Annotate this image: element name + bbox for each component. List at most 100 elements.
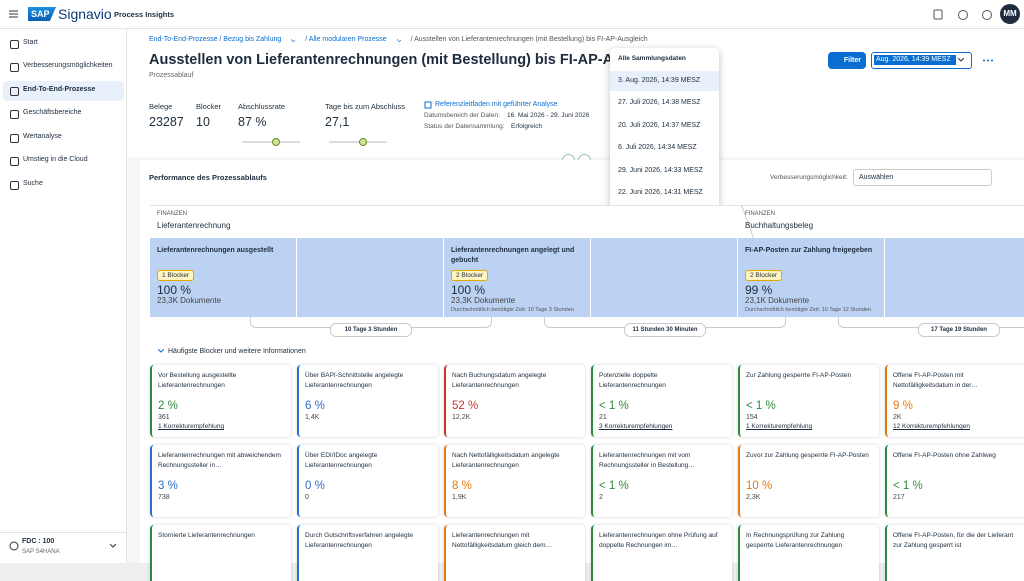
blocker-card[interactable] <box>591 445 732 517</box>
nav-item[interactable]: Umstieg in die Cloud <box>23 156 88 163</box>
card-title: Über BAPI-Schnittstelle angelegte Liefer… <box>305 372 404 389</box>
card-title: Offene FI-AP-Posten, für die der Liefera… <box>893 532 1014 549</box>
kpi-value: 87 % <box>238 115 267 129</box>
step-duration: Durchschnittlich benötigte Zeit: 10 Tage… <box>451 307 574 313</box>
card-link[interactable]: 1 Korrekturempfehlung <box>746 423 813 430</box>
dropdown-group: Alle Sammlungsdaten <box>618 55 686 62</box>
card-share: 0 % <box>305 480 325 492</box>
nav-item[interactable]: Geschäftsbereiche <box>23 109 82 116</box>
card-title: Offene FI-AP-Posten ohne Zahlweg <box>893 452 996 459</box>
step-divider <box>884 238 885 317</box>
kpi-slider-handle <box>359 138 367 146</box>
dropdown-selected-bg <box>610 71 719 91</box>
blocker-card[interactable] <box>444 525 585 581</box>
card-title: Zur Zahlung gesperrte FI-AP-Posten <box>746 372 852 379</box>
blockers-title[interactable]: Häufigste Blocker und weitere Informatio… <box>168 348 306 355</box>
blocker-badge[interactable]: 2 Blocker <box>451 270 489 281</box>
dropdown-item[interactable]: 22. Juni 2026, 14:31 MESZ <box>618 189 703 196</box>
blocker-card[interactable] <box>444 365 585 437</box>
kpi-label: Belege <box>149 102 173 111</box>
card-title: Nach Buchungsdatum angelegte Lieferanten… <box>452 372 547 389</box>
blocker-card[interactable] <box>885 445 1024 517</box>
card-share: 52 % <box>452 400 479 412</box>
nav-item[interactable]: End-To-End-Prozesse <box>23 86 96 93</box>
blocker-card[interactable] <box>591 525 732 581</box>
dropdown-item[interactable]: 20. Juli 2026, 14:37 MESZ <box>618 121 701 129</box>
breadcrumb-item: / Ausstellen von Lieferantenrechnungen (… <box>410 36 648 43</box>
breadcrumb-item[interactable]: End-To-End-Prozesse / Bezug bis Zahlung <box>149 36 282 43</box>
blocker-card[interactable] <box>297 365 438 437</box>
improvement-label: Verbesserungsmöglichkeit: <box>770 174 848 181</box>
footer-title: FDC : 100 <box>22 538 55 545</box>
header-icons[interactable] <box>933 8 1003 22</box>
blocker-card[interactable] <box>150 365 291 437</box>
step-duration: Durchschnittlich benötigte Zeit: 10 Tage… <box>745 307 871 313</box>
card-count: 361 <box>158 414 170 421</box>
dropdown-item[interactable]: 29. Juni 2026, 14:33 MESZ <box>618 166 703 174</box>
card-title: Lieferantenrechnungen mit Nettofälligkei… <box>452 532 553 549</box>
card-link[interactable]: 3 Korrekturempfehlungen <box>599 423 673 430</box>
top-bar <box>0 0 1024 29</box>
card-count: 154 <box>746 414 758 421</box>
kpi-slider <box>242 141 300 143</box>
card-share: 3 % <box>158 480 178 492</box>
breadcrumb-item[interactable]: / Alle modularen Prozesse <box>305 36 387 43</box>
blocker-card[interactable] <box>297 525 438 581</box>
card-count: 2,3K <box>746 494 761 501</box>
kpi-label: Tage bis zum Abschluss <box>325 102 406 111</box>
card-link[interactable]: 12 Korrekturempfehlungen <box>893 423 970 430</box>
blocker-badge[interactable]: 1 Blocker <box>157 270 195 281</box>
step-divider <box>737 238 738 317</box>
product-name: Process Insights <box>114 10 175 19</box>
nav-icon <box>10 40 19 49</box>
dropdown-item[interactable]: 27. Juli 2026, 14:38 MESZ <box>618 99 701 107</box>
nav-item[interactable]: Start <box>23 39 38 46</box>
nav-item[interactable]: Wertanalyse <box>23 133 62 140</box>
sap-logo: SAP <box>28 7 56 21</box>
card-share: < 1 % <box>599 480 629 492</box>
blocker-card[interactable] <box>885 525 1024 581</box>
stage-group: FINANZEN <box>157 211 187 217</box>
step-name: Lieferantenrechnungen ausgestellt <box>157 247 274 254</box>
filter-button[interactable]: Filter <box>828 52 866 69</box>
nav-item[interactable]: Verbesserungsmöglichkeiten <box>23 62 113 69</box>
transition-label: 11 Stunden 30 Minuten <box>624 323 706 337</box>
sidebar <box>0 29 127 563</box>
menu-icon[interactable] <box>9 9 19 19</box>
stage-group: FINANZEN <box>745 211 775 217</box>
kpi-slider <box>329 141 387 143</box>
transition-label: 10 Tage 3 Stunden <box>330 323 412 337</box>
step-band <box>150 238 1024 317</box>
chevron <box>291 37 296 42</box>
card-share: 9 % <box>893 400 913 412</box>
blocker-card[interactable] <box>885 365 1024 437</box>
blocker-card[interactable] <box>297 445 438 517</box>
blocker-card[interactable] <box>150 445 291 517</box>
blocker-card[interactable] <box>591 365 732 437</box>
dropdown-item[interactable]: 3. Aug. 2026, 14:39 MESZ <box>618 77 701 84</box>
dropdown-item[interactable]: 6. Juli 2026, 14:34 MESZ <box>618 144 697 152</box>
step-documents: 23,3K Dokumente <box>451 296 516 305</box>
page-header <box>127 29 1024 157</box>
card-title: Nach Nettofälligkeitsdatum angelegte Lie… <box>452 452 560 469</box>
blocker-badge[interactable]: 2 Blocker <box>745 270 783 281</box>
blocker-card[interactable] <box>738 445 879 517</box>
blocker-card[interactable] <box>738 525 879 581</box>
card-link[interactable]: 1 Korrekturempfehlung <box>158 423 225 430</box>
step-share: 100 % <box>451 283 486 297</box>
card-count: 12,2K <box>452 414 471 421</box>
step-name: Lieferantenrechnungen angelegt und gebuc… <box>451 247 575 264</box>
page-title: Ausstellen von Lieferantenrechnungen (mi… <box>149 52 672 68</box>
more-icon[interactable] <box>983 59 993 62</box>
blocker-card[interactable] <box>738 365 879 437</box>
sidebar-footer[interactable] <box>0 532 126 564</box>
improvement-select[interactable]: Auswählen <box>853 169 992 186</box>
nav-item[interactable]: Suche <box>23 180 43 187</box>
blocker-card[interactable] <box>444 445 585 517</box>
brand: Signavio <box>58 6 112 22</box>
guide-link[interactable]: Referenzleitfaden mit geführter Analyse <box>435 101 558 108</box>
chevron <box>396 37 401 42</box>
blocker-card[interactable] <box>150 525 291 581</box>
card-title: Potenzielle doppelte Lieferantenrechnung… <box>599 372 666 389</box>
avatar[interactable]: MM <box>1000 4 1020 24</box>
